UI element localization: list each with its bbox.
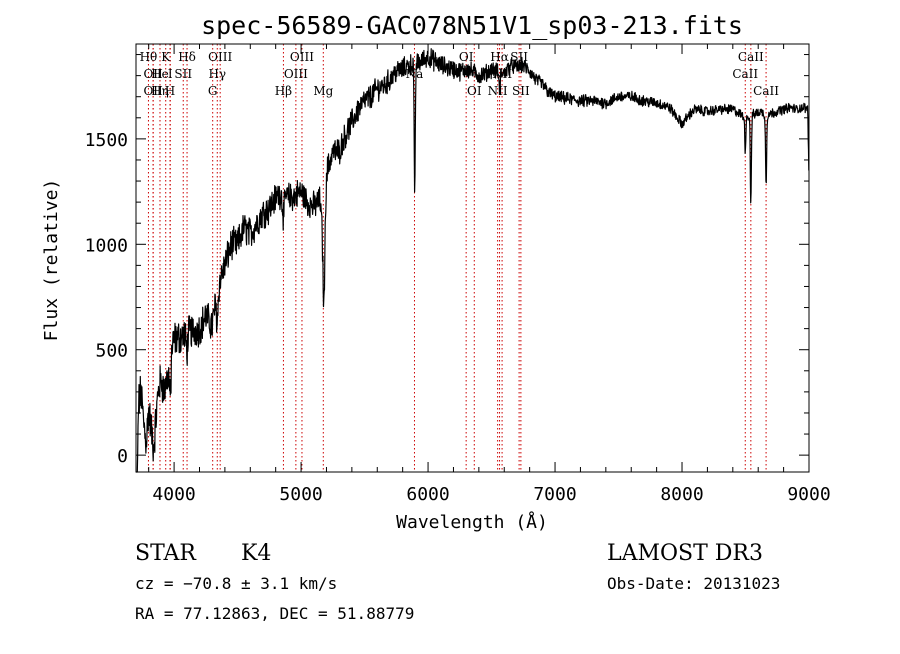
line-markers xyxy=(147,44,767,472)
line-marker-label: SII xyxy=(512,84,530,98)
y-tick-label: 1500 xyxy=(85,130,128,151)
line-marker-label: Hη xyxy=(151,84,169,98)
line-marker-label: OIII xyxy=(208,50,232,64)
x-tick-label: 4000 xyxy=(152,484,195,505)
line-marker-label: CaII xyxy=(753,84,779,98)
x-tick-label: 8000 xyxy=(660,484,703,505)
y-tick-label: 0 xyxy=(117,446,128,467)
line-marker-label: OI xyxy=(459,50,474,64)
x-tick-label: 7000 xyxy=(533,484,576,505)
y-axis-label: Flux (relative) xyxy=(41,179,62,342)
line-marker-label: H xyxy=(165,84,175,98)
line-marker-label: I xyxy=(168,67,173,81)
line-marker-label: G xyxy=(208,84,218,98)
x-tick-label: 6000 xyxy=(406,484,449,505)
line-marker-label: OIII xyxy=(290,50,314,64)
x-axis-ticks: 4000 5000 6000 7000 8000 9000 xyxy=(148,44,831,505)
line-marker-label: OI xyxy=(467,84,482,98)
survey-name: LAMOST DR3 xyxy=(607,541,763,566)
y-tick-label: 1000 xyxy=(85,235,128,256)
line-marker-label: He xyxy=(151,67,169,81)
line-marker-label: OII xyxy=(143,67,163,81)
line-marker-label: OII xyxy=(143,84,163,98)
line-marker-label: CaII xyxy=(732,67,758,81)
y-tick-label: 500 xyxy=(95,341,128,362)
y-axis-ticks: 0 500 1000 1500 xyxy=(85,54,809,467)
line-marker-label: NII xyxy=(488,84,508,98)
chart-title: spec-56589-GAC078N51V1_sp03-213.fits xyxy=(201,11,743,40)
spectrum-line xyxy=(135,48,810,473)
line-marker-label: K xyxy=(161,50,171,64)
plot-frame xyxy=(135,43,810,473)
line-marker-label: Hβ xyxy=(275,84,292,98)
x-tick-label: 9000 xyxy=(787,484,830,505)
line-marker-label: OIII xyxy=(284,67,308,81)
line-marker-label: SII xyxy=(174,67,192,81)
object-type: STAR xyxy=(135,541,197,566)
line-marker-label: Hθ xyxy=(140,50,158,64)
line-marker-label: Mg xyxy=(313,84,333,98)
line-marker-label: CaII xyxy=(738,50,764,64)
observation-date: Obs-Date: 20131023 xyxy=(607,574,780,593)
x-tick-label: 5000 xyxy=(279,484,322,505)
spectral-subclass: K4 xyxy=(241,541,271,566)
redshift-readout: cz = −70.8 ± 3.1 km/s xyxy=(135,574,337,593)
sky-coordinates: RA = 77.12863, DEC = 51.88779 xyxy=(135,604,414,623)
line-marker-label: Hδ xyxy=(178,50,196,64)
x-axis-label: Wavelength (Å) xyxy=(396,511,548,533)
line-marker-label: Hα xyxy=(490,50,509,64)
line-marker-label: Hγ xyxy=(208,67,226,81)
